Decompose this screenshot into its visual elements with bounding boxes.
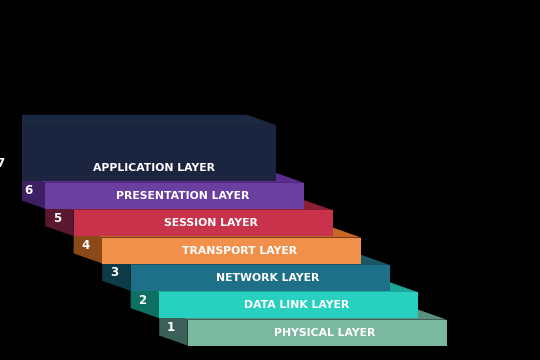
Polygon shape [159, 310, 188, 346]
Polygon shape [102, 255, 131, 291]
Polygon shape [17, 125, 276, 156]
Polygon shape [45, 183, 304, 209]
Text: DATA LINK LAYER: DATA LINK LAYER [244, 300, 349, 310]
Polygon shape [188, 320, 447, 346]
Text: 5: 5 [53, 212, 61, 225]
Text: NETWORK LAYER: NETWORK LAYER [217, 273, 320, 283]
Polygon shape [102, 238, 361, 264]
Polygon shape [73, 210, 333, 236]
Polygon shape [17, 173, 45, 209]
Polygon shape [0, 115, 17, 156]
Text: PRESENTATION LAYER: PRESENTATION LAYER [116, 191, 249, 201]
Polygon shape [0, 145, 276, 156]
Polygon shape [159, 310, 447, 320]
Text: 2: 2 [138, 294, 146, 307]
Polygon shape [17, 173, 304, 183]
Polygon shape [0, 145, 17, 181]
Polygon shape [0, 115, 276, 125]
Text: SESSION LAYER: SESSION LAYER [164, 218, 258, 228]
Text: 6: 6 [24, 184, 32, 197]
Text: PHYSICAL LAYER: PHYSICAL LAYER [274, 328, 376, 338]
Polygon shape [73, 228, 361, 238]
Polygon shape [131, 282, 159, 318]
Polygon shape [17, 156, 276, 181]
Text: 3: 3 [110, 266, 118, 279]
Text: 1: 1 [167, 321, 175, 334]
Polygon shape [45, 200, 73, 236]
Text: APPLICATION LAYER: APPLICATION LAYER [93, 163, 215, 174]
Polygon shape [131, 282, 418, 292]
Polygon shape [131, 265, 390, 291]
Text: TRANSPORT LAYER: TRANSPORT LAYER [182, 246, 297, 256]
Text: 7: 7 [0, 157, 4, 170]
Polygon shape [159, 292, 418, 318]
Polygon shape [45, 200, 333, 210]
Polygon shape [102, 255, 390, 265]
Text: 4: 4 [81, 239, 90, 252]
Polygon shape [73, 228, 102, 264]
